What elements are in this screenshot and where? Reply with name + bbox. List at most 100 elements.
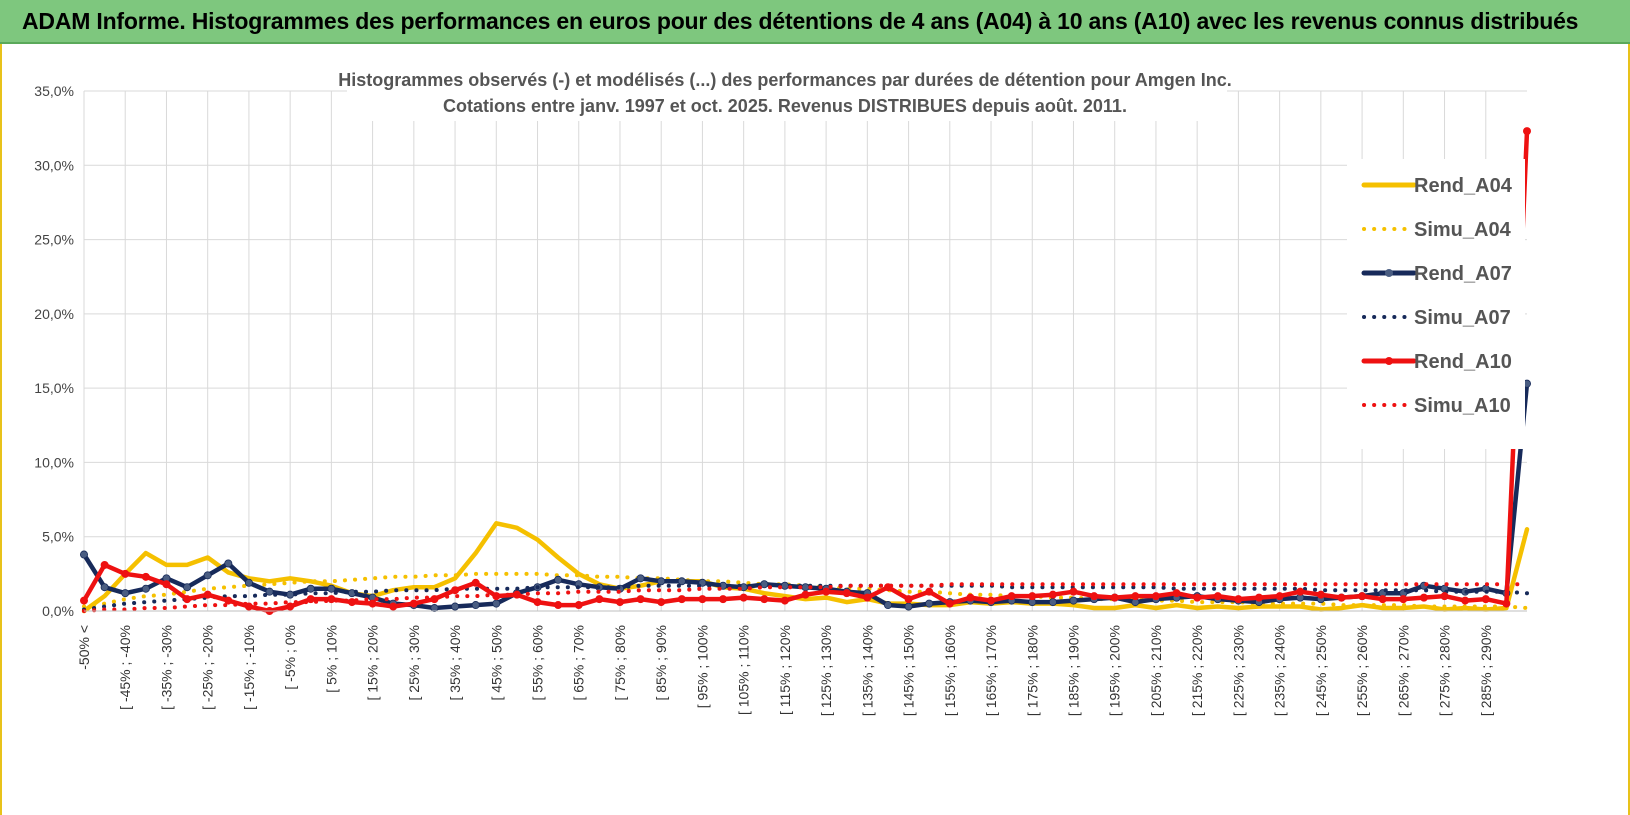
chart-frame: 0,0% 5,0% 10,0% 15,0% 20,0% 25,0% 30,0% 35,0% -5…: [0, 44, 1630, 815]
data-point-rend-a07: [471, 601, 480, 610]
x-tick-label: [ 25% ; 30%: [406, 625, 422, 701]
data-point-rend-a10: [1069, 587, 1078, 596]
data-point-rend-a10: [925, 587, 934, 596]
x-tick-label: [ 145% ; 150%: [901, 625, 917, 716]
data-point-rend-a10: [698, 595, 707, 604]
data-point-rend-a10: [1316, 590, 1325, 599]
data-point-rend-a07: [636, 574, 645, 583]
data-point-rend-a07: [801, 583, 810, 592]
data-point-rend-a10: [1048, 590, 1057, 599]
data-point-rend-a07: [780, 581, 789, 590]
data-point-rend-a07: [224, 559, 233, 568]
legend: Rend_A04 Simu_A04 Rend_A07 Simu_A07 Rend_A10…: [1347, 159, 1525, 449]
data-point-rend-a10: [80, 596, 89, 605]
x-tick-label: [ 45% ; 50%: [488, 625, 504, 701]
data-point-rend-a10: [574, 601, 583, 610]
data-point-rend-a10: [471, 578, 480, 587]
data-point-rend-a10: [141, 572, 150, 581]
data-point-rend-a07: [677, 577, 686, 586]
data-point-rend-a10: [657, 598, 666, 607]
data-point-rend-a10: [842, 589, 851, 598]
y-tick-label: 5,0%: [42, 529, 74, 545]
data-point-rend-a10: [1399, 595, 1408, 604]
data-point-rend-a10: [1275, 592, 1284, 601]
axes: 0,0% 5,0% 10,0% 15,0% 20,0% 25,0% 30,0% 35,0% -5…: [34, 83, 1527, 716]
y-tick-label: 0,0%: [42, 603, 74, 619]
x-tick-label: [ 5% ; 10%: [323, 625, 339, 693]
legend-marker: [1385, 357, 1393, 365]
data-point-rend-a07: [451, 602, 460, 611]
series-line-rend-a04: [81, 521, 1530, 614]
data-point-rend-a07: [141, 584, 150, 593]
data-point-rend-a10: [739, 593, 748, 602]
x-tick-label: [ 65% ; 70%: [571, 625, 587, 701]
data-point-rend-a10: [780, 596, 789, 605]
chart-title-background: [347, 63, 1227, 121]
data-point-rend-a10: [719, 595, 728, 604]
data-point-rend-a10: [987, 596, 996, 605]
legend-label-simu-a07: Simu_A07: [1414, 307, 1511, 329]
data-point-rend-a07: [306, 584, 315, 593]
data-point-rend-a10: [409, 599, 418, 608]
x-tick-label: [ 55% ; 60%: [530, 625, 546, 701]
data-point-rend-a10: [389, 602, 398, 611]
data-point-rend-a07: [327, 584, 336, 593]
series-line-rend-a07: [81, 381, 1530, 611]
data-point-rend-a10: [863, 593, 872, 602]
data-point-rend-a10: [306, 595, 315, 604]
data-point-rend-a10: [1440, 592, 1449, 601]
series-line-simu-a04: [82, 571, 1529, 610]
legend-marker: [1385, 269, 1393, 277]
data-point-rend-a10: [121, 569, 130, 578]
data-point-rend-a10: [1110, 593, 1119, 602]
data-point-rend-a10: [1193, 593, 1202, 602]
x-tick-label: [ 105% ; 110%: [736, 625, 752, 715]
data-point-rend-a10: [1090, 592, 1099, 601]
data-point-rend-a10: [945, 599, 954, 608]
x-tick-label: [ 135% ; 140%: [859, 625, 875, 716]
data-point-rend-a07: [554, 575, 563, 584]
legend-label-rend-a04: Rend_A04: [1414, 175, 1513, 197]
data-point-rend-a07: [883, 601, 892, 610]
data-point-rend-a07: [265, 587, 274, 596]
data-point-rend-a10: [286, 602, 295, 611]
y-tick-label: 35,0%: [34, 83, 74, 99]
data-point-rend-a10: [533, 598, 542, 607]
data-point-rend-a10: [595, 595, 604, 604]
data-point-rend-a10: [801, 590, 810, 599]
data-point-rend-a07: [925, 599, 934, 608]
data-point-rend-a10: [203, 590, 212, 599]
legend-label-rend-a10: Rend_A10: [1414, 351, 1512, 373]
data-point-rend-a10: [1296, 587, 1305, 596]
data-point-rend-a10: [904, 595, 913, 604]
data-point-rend-a10: [162, 580, 171, 589]
data-point-rend-a10: [1481, 595, 1490, 604]
data-point-rend-a10: [1172, 589, 1181, 598]
data-point-rend-a10: [183, 595, 192, 604]
x-tick-label: [ 85% ; 90%: [653, 625, 669, 701]
x-tick-label: [ -45% ; -40%: [117, 625, 133, 710]
data-point-rend-a10: [1151, 592, 1160, 601]
data-point-rend-a10: [615, 598, 624, 607]
data-point-rend-a07: [203, 571, 212, 580]
data-point-rend-a10: [224, 596, 233, 605]
data-point-rend-a07: [80, 550, 89, 559]
chart-title: Histogrammes observés (-) et modélisés (…: [338, 70, 1232, 90]
data-point-rend-a10: [368, 599, 377, 608]
data-point-rend-a07: [183, 583, 192, 592]
data-point-rend-a07: [657, 577, 666, 586]
data-point-rend-a07: [286, 590, 295, 599]
data-point-rend-a07: [1048, 598, 1057, 607]
data-point-rend-a07: [121, 589, 130, 598]
x-tick-label: [ 285% ; 290%: [1478, 625, 1494, 716]
x-tick-label: [ 265% ; 270%: [1395, 625, 1411, 716]
data-point-rend-a10: [677, 595, 686, 604]
x-tick-label: [ 165% ; 170%: [983, 625, 999, 716]
data-point-rend-a10: [1502, 599, 1511, 608]
data-point-rend-a10: [451, 586, 460, 595]
series-line-simu-a07: [82, 583, 1529, 612]
x-tick-label: [ 175% ; 180%: [1024, 625, 1040, 716]
data-point-rend-a07: [430, 604, 439, 613]
data-point-rend-a07: [904, 602, 913, 611]
data-point-rend-a10: [822, 587, 831, 596]
